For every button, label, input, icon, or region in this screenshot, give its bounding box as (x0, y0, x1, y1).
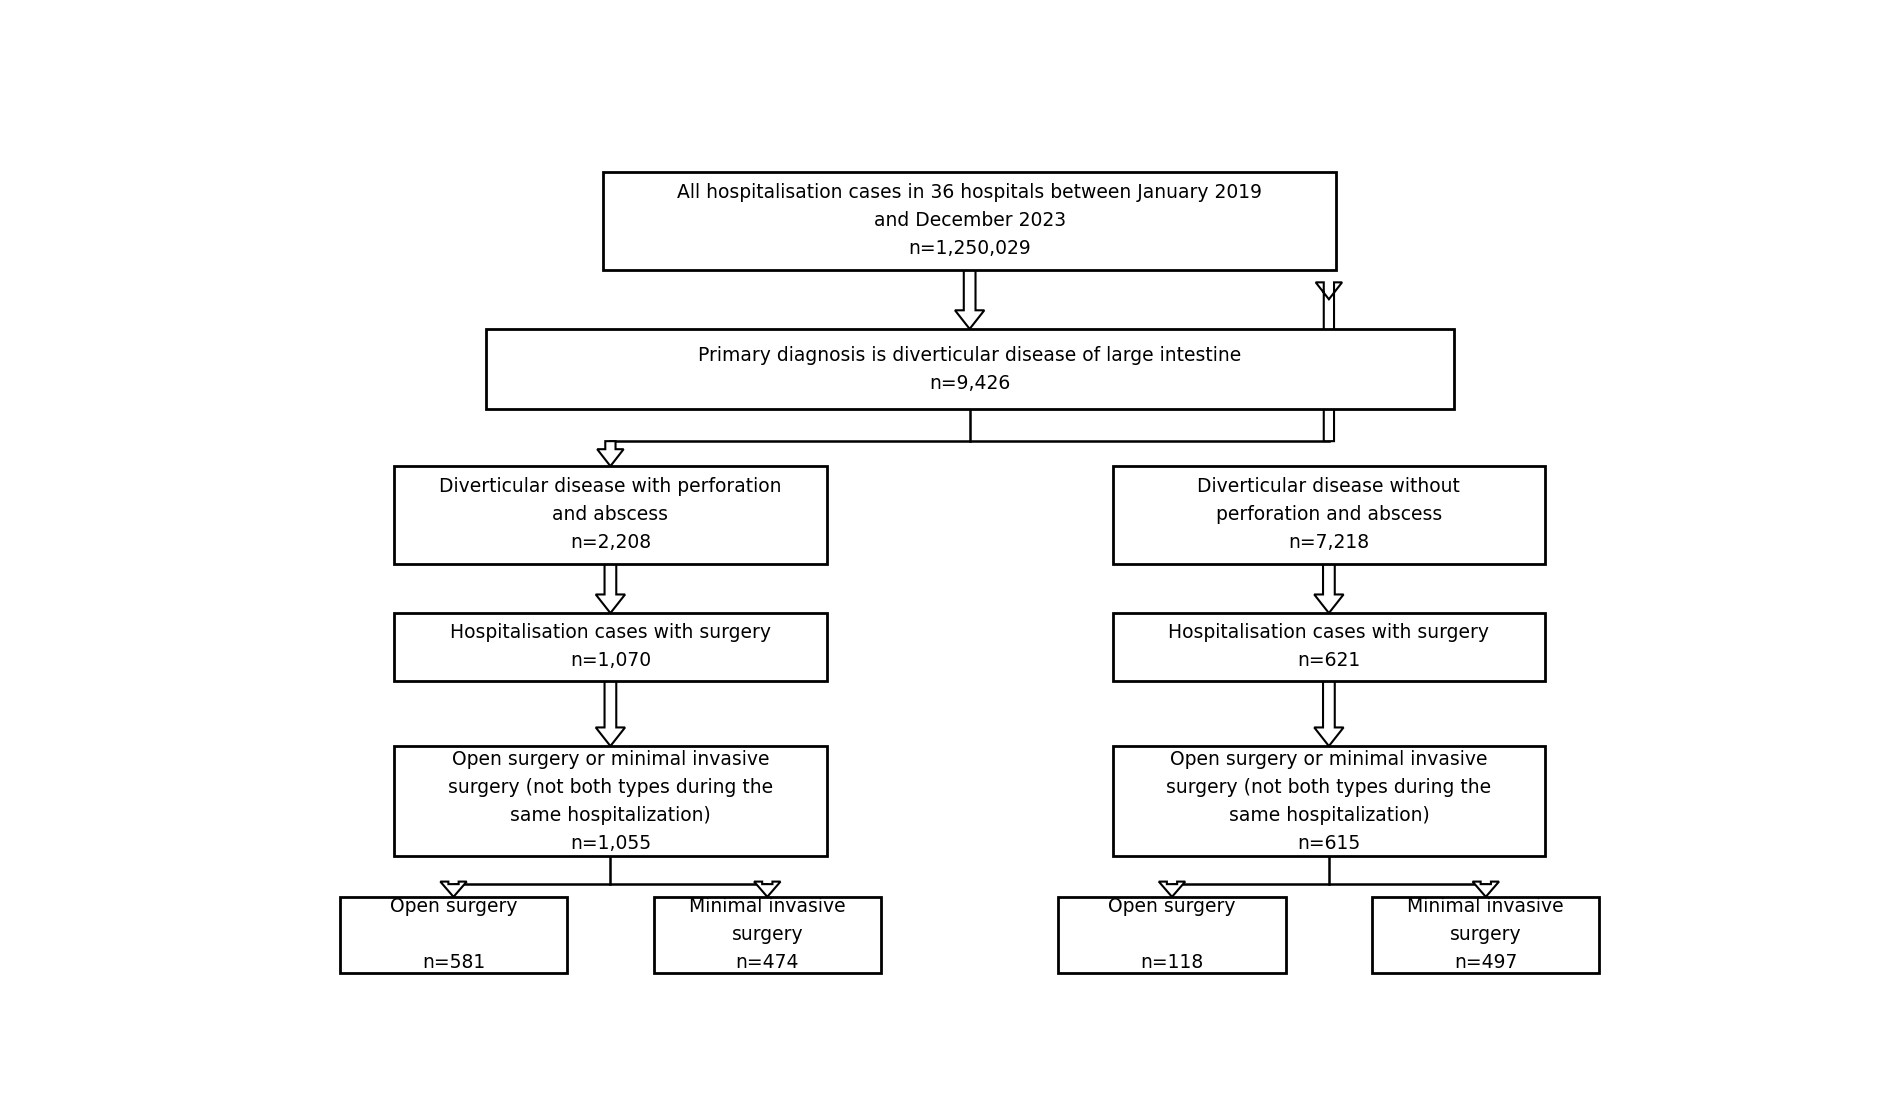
Text: Minimal invasive
surgery
n=474: Minimal invasive surgery n=474 (689, 898, 846, 972)
Polygon shape (1315, 283, 1341, 441)
Polygon shape (1158, 881, 1184, 896)
Polygon shape (1315, 563, 1343, 613)
FancyBboxPatch shape (341, 896, 568, 974)
Text: Open surgery or minimal invasive
surgery (not both types during the
same hospita: Open surgery or minimal invasive surgery… (448, 749, 774, 852)
Polygon shape (598, 441, 624, 466)
FancyBboxPatch shape (394, 746, 827, 856)
FancyBboxPatch shape (394, 466, 827, 563)
Text: Open surgery or minimal invasive
surgery (not both types during the
same hospita: Open surgery or minimal invasive surgery… (1165, 749, 1491, 852)
Polygon shape (955, 270, 984, 329)
FancyBboxPatch shape (653, 896, 882, 974)
Polygon shape (441, 881, 467, 896)
Polygon shape (1315, 681, 1343, 746)
Text: Primary diagnosis is diverticular disease of large intestine
n=9,426: Primary diagnosis is diverticular diseas… (698, 345, 1241, 393)
Text: Diverticular disease with perforation
and abscess
n=2,208: Diverticular disease with perforation an… (439, 477, 781, 552)
FancyBboxPatch shape (394, 613, 827, 681)
Polygon shape (596, 563, 624, 613)
Polygon shape (596, 681, 624, 746)
Polygon shape (1472, 881, 1498, 896)
FancyBboxPatch shape (1112, 746, 1546, 856)
Text: All hospitalisation cases in 36 hospitals between January 2019
and December 2023: All hospitalisation cases in 36 hospital… (677, 184, 1262, 258)
FancyBboxPatch shape (1058, 896, 1287, 974)
FancyBboxPatch shape (604, 173, 1336, 270)
Text: Open surgery

n=581: Open surgery n=581 (390, 898, 517, 972)
Text: Minimal invasive
surgery
n=497: Minimal invasive surgery n=497 (1408, 898, 1565, 972)
FancyBboxPatch shape (1112, 613, 1546, 681)
FancyBboxPatch shape (486, 329, 1453, 409)
Text: Diverticular disease without
perforation and abscess
n=7,218: Diverticular disease without perforation… (1198, 477, 1461, 552)
FancyBboxPatch shape (1112, 466, 1546, 563)
Text: Open surgery

n=118: Open surgery n=118 (1109, 898, 1235, 972)
Text: Hospitalisation cases with surgery
n=1,070: Hospitalisation cases with surgery n=1,0… (450, 624, 770, 671)
FancyBboxPatch shape (1372, 896, 1599, 974)
Text: Hospitalisation cases with surgery
n=621: Hospitalisation cases with surgery n=621 (1169, 624, 1489, 671)
Polygon shape (755, 881, 781, 896)
